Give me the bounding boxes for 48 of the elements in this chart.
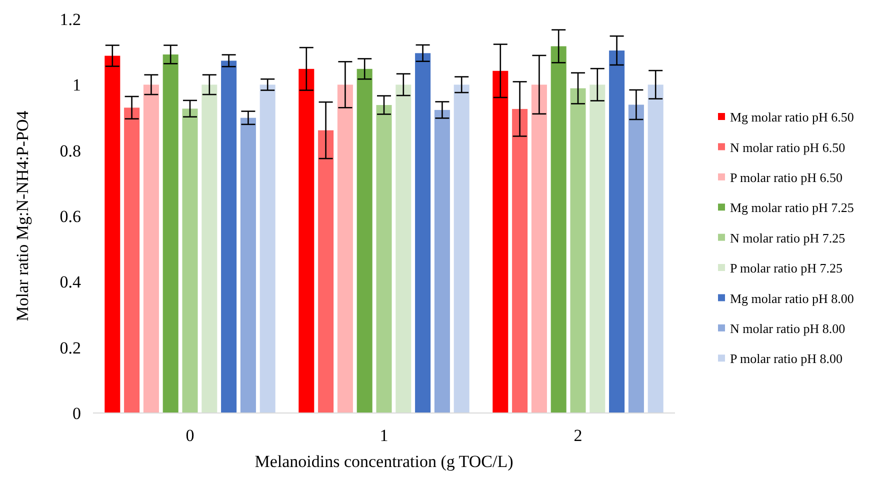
bar: [376, 105, 392, 413]
x-tick-label: 1: [380, 426, 388, 445]
bar: [570, 88, 586, 413]
legend-label: N molar ratio pH 6.50: [730, 140, 846, 155]
y-tick-label: 0.2: [60, 338, 81, 358]
y-tick-label: 0.6: [60, 206, 81, 226]
y-tick-label: 0.4: [60, 272, 82, 292]
bar: [550, 46, 566, 413]
bar: [221, 60, 237, 413]
legend-label: P molar ratio pH 7.25: [730, 260, 843, 276]
bar: [202, 84, 218, 413]
bar: [104, 56, 120, 413]
bar: [143, 84, 159, 413]
bar: [628, 104, 644, 413]
y-tick-label: 0.8: [60, 141, 81, 160]
bar: [609, 50, 625, 413]
bar: [512, 108, 528, 413]
legend-label: P molar ratio pH 8.00: [730, 351, 843, 366]
bar: [240, 118, 256, 413]
legend-label: P molar ratio pH 6.50: [730, 170, 843, 185]
bar: [260, 84, 276, 413]
x-axis-title: Melanoidins concentration (g TOC/L): [254, 452, 514, 471]
x-tick-label: 2: [574, 426, 582, 445]
legend-label: N molar ratio pH 8.00: [730, 320, 846, 336]
legend-label: Mg molar ratio pH 7.25: [730, 200, 854, 216]
y-tick-label: 1.2: [60, 10, 81, 29]
bar: [162, 54, 178, 413]
bar: [182, 108, 198, 413]
bar: [648, 84, 664, 413]
legend-label: N molar ratio pH 7.25: [730, 230, 846, 246]
y-tick-label: 0: [72, 404, 81, 423]
bar: [356, 68, 372, 413]
bar: [415, 53, 431, 413]
bar: [590, 84, 606, 413]
legend-label: Mg molar ratio pH 8.00: [730, 290, 854, 306]
legend-label: Mg molar ratio pH 6.50: [730, 110, 854, 125]
bar: [492, 70, 508, 413]
bar: [124, 108, 140, 413]
x-tick-label: 0: [186, 426, 194, 445]
bar: [531, 84, 547, 413]
bar: [337, 84, 353, 413]
y-tick-label: 1: [72, 76, 81, 95]
y-axis-title: Molar ratio Mg:N-NH4:P-PO4: [13, 110, 32, 322]
bar: [396, 84, 412, 413]
bar: [454, 84, 470, 413]
bar: [318, 130, 334, 413]
bar: [434, 110, 450, 413]
bar: [298, 68, 314, 413]
